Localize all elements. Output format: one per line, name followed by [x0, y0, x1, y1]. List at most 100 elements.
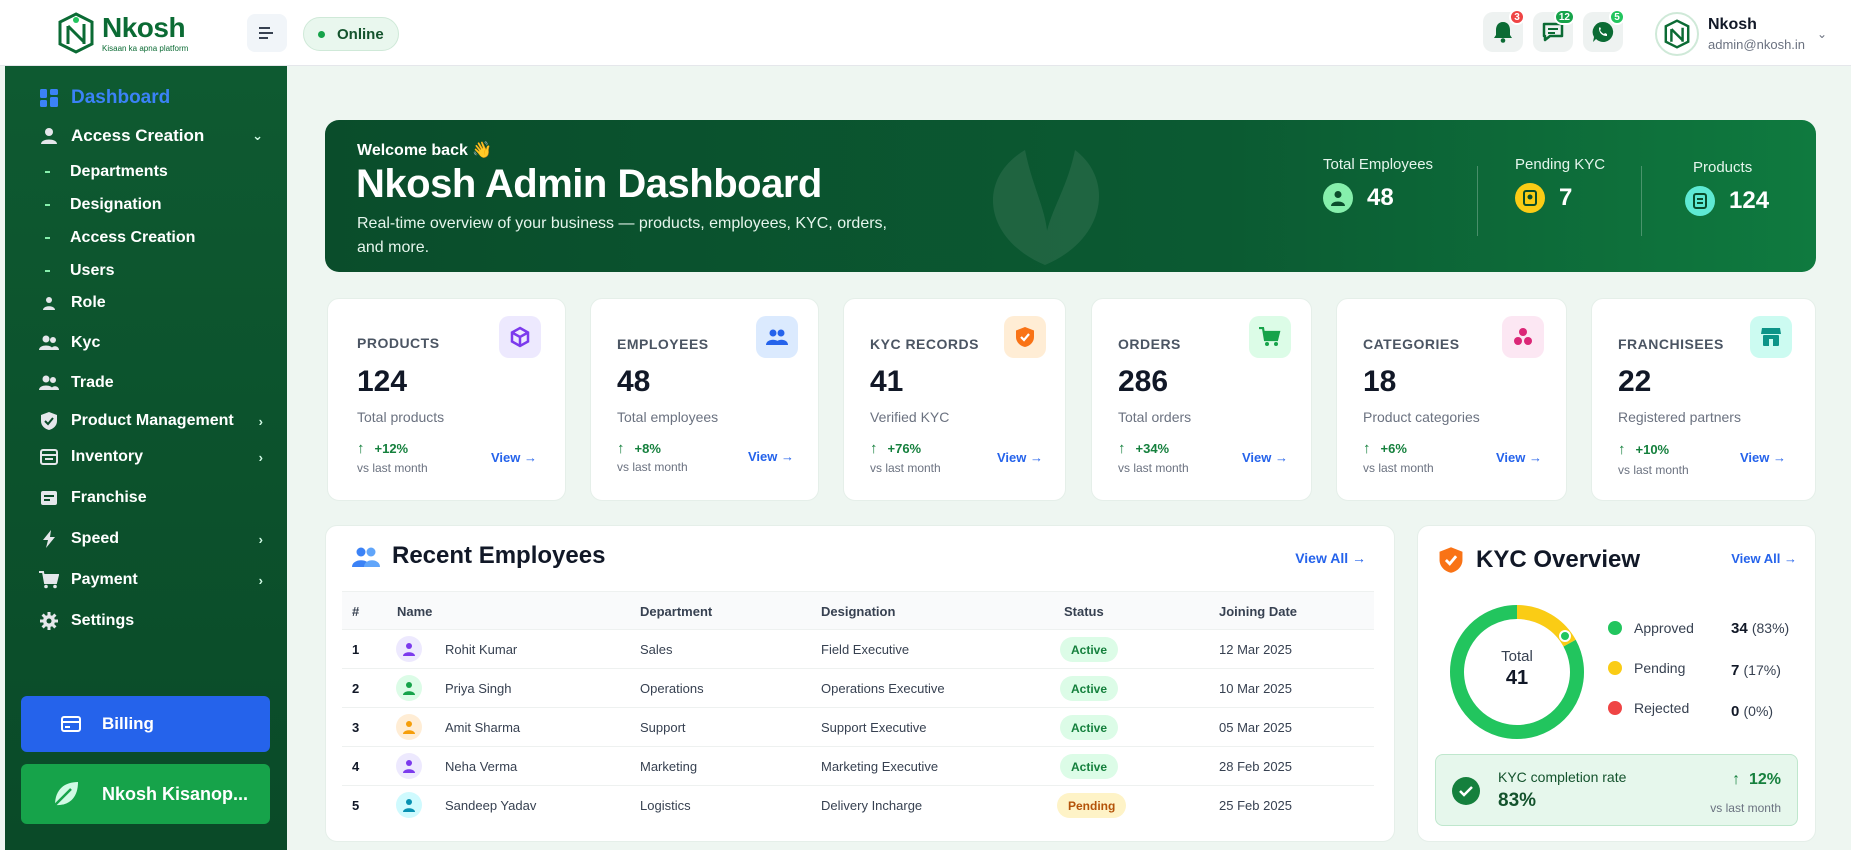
legend-pct: (0%): [1743, 703, 1774, 719]
card-growth: ↑ +10%: [1618, 441, 1669, 458]
view-all-label: View All: [1295, 550, 1349, 566]
sidebar-item-kyc[interactable]: Kyc: [5, 325, 287, 361]
chat-icon: [1542, 22, 1564, 42]
store-icon: [1750, 316, 1792, 358]
table-row[interactable]: 3 Amit Sharma Support Support Executive …: [342, 707, 1374, 746]
card-growth: ↑ +76%: [870, 440, 921, 457]
card-compare: vs last month: [1118, 461, 1189, 475]
card-view-link[interactable]: View →: [1242, 450, 1288, 465]
logo-icon: [1664, 19, 1690, 49]
employee-department: Operations: [640, 681, 704, 696]
rate-compare: vs last month: [1710, 801, 1781, 815]
sidebar-item-settings[interactable]: Settings: [5, 603, 287, 639]
check-circle-icon: [1452, 777, 1480, 805]
kyc-donut-chart: [1450, 605, 1584, 739]
messages-button[interactable]: 12: [1533, 9, 1575, 52]
divider: [1477, 166, 1478, 236]
table-row[interactable]: 1 Rohit Kumar Sales Field Executive Acti…: [342, 629, 1374, 668]
sidebar-item-speed[interactable]: Speed ›: [5, 521, 287, 557]
legend-dot: [1608, 661, 1622, 675]
arrow-right-icon: →: [781, 449, 795, 464]
card-growth: ↑ +8%: [617, 440, 661, 457]
card-view-link[interactable]: View →: [748, 449, 794, 464]
chevron-down-icon: ⌄: [252, 128, 263, 143]
sidebar-subitem-users[interactable]: Users: [5, 256, 287, 286]
sidebar-item-product-management[interactable]: Product Management ›: [5, 403, 287, 439]
employee-department: Support: [640, 720, 686, 735]
card-view-link[interactable]: View →: [1740, 450, 1786, 465]
bolt-icon: [39, 529, 59, 549]
sidebar-item-franchise[interactable]: Franchise: [5, 480, 287, 516]
people-icon: [756, 316, 798, 358]
donut-marker: [1559, 630, 1571, 642]
chevron-right-icon: ›: [258, 413, 263, 429]
joining-date: 12 Mar 2025: [1219, 642, 1292, 657]
card-title: FRANCHISEES: [1618, 336, 1724, 352]
sidebar-item-payment[interactable]: Payment ›: [5, 562, 287, 598]
arrow-up-icon: ↑: [1618, 441, 1626, 458]
billing-button[interactable]: Billing: [21, 696, 270, 752]
card-view-link[interactable]: View →: [491, 450, 537, 465]
sidebar-subitem-designation[interactable]: Designation: [5, 190, 287, 220]
employee-name: Priya Singh: [445, 681, 512, 696]
view-all-link[interactable]: View All →: [1295, 550, 1366, 566]
table-row[interactable]: 2 Priya Singh Operations Operations Exec…: [342, 668, 1374, 707]
sidebar-subitem-departments[interactable]: Departments: [5, 157, 287, 187]
stat-card-franchisees[interactable]: FRANCHISEES 22 Registered partners ↑ +10%…: [1591, 298, 1816, 501]
card-growth-value: +34%: [1135, 441, 1170, 456]
shield-check-icon: [1439, 547, 1463, 573]
sidebar-item-access-creation[interactable]: Access Creation ⌄: [5, 118, 287, 154]
column-header: Department: [640, 604, 713, 619]
card-value: 124: [357, 365, 408, 398]
card-compare: vs last month: [1618, 463, 1689, 477]
stat-card-categories[interactable]: CATEGORIES 18 Product categories ↑ +6% vs…: [1336, 298, 1567, 501]
stat-card-orders[interactable]: ORDERS 286 Total orders ↑ +34% vs last mo…: [1091, 298, 1312, 501]
card-title: PRODUCTS: [357, 335, 440, 351]
chevron-right-icon: ›: [258, 531, 263, 547]
sidebar-toggle-button[interactable]: [247, 14, 287, 52]
arrow-up-icon: ↑: [617, 440, 625, 457]
user-name: Nkosh: [1708, 16, 1757, 33]
row-number: 4: [352, 759, 360, 774]
sidebar-item-label: Trade: [71, 374, 114, 391]
sidebar-item-trade[interactable]: Trade: [5, 365, 287, 401]
status-badge: Active: [1060, 754, 1119, 779]
chevron-right-icon: ›: [258, 572, 263, 588]
sidebar-item-role[interactable]: Role: [5, 285, 287, 321]
kyc-completion-rate: KYC completion rate 83% ↑ 12% vs last mo…: [1435, 754, 1798, 826]
donut-center: Total 41: [1447, 648, 1587, 690]
whatsapp-button[interactable]: 5: [1583, 9, 1625, 52]
divider: [1641, 166, 1642, 236]
card-growth: ↑ +12%: [357, 440, 408, 457]
stat-card-products[interactable]: PRODUCTS 124 Total products ↑ +12% vs las…: [327, 298, 566, 501]
card-view-link[interactable]: View →: [1496, 450, 1542, 465]
user-icon: [39, 126, 59, 146]
welcome-text: Welcome back 👋: [357, 142, 493, 159]
nkosh-kisan-button[interactable]: Nkosh Kisanop...: [21, 764, 270, 824]
table-row[interactable]: 5 Sandeep Yadav Logistics Delivery Incha…: [342, 785, 1374, 824]
online-status-badge[interactable]: Online: [303, 17, 399, 51]
stat-card-employees[interactable]: EMPLOYEES 48 Total employees ↑ +8% vs las…: [590, 298, 819, 501]
view-all-link[interactable]: View All →: [1731, 551, 1797, 566]
brand-logo[interactable]: Nkosh Kisaan ka apna platform: [56, 12, 188, 54]
sidebar-subitem-access-creation[interactable]: Access Creation: [5, 223, 287, 253]
sidebar-item-inventory[interactable]: Inventory ›: [5, 439, 287, 475]
legend-dot: [1608, 701, 1622, 715]
legend-pct: (17%): [1743, 662, 1781, 678]
status-badge: Active: [1060, 637, 1119, 662]
employee-name: Neha Verma: [445, 759, 518, 774]
user-menu[interactable]: Nkosh admin@nkosh.in ⌄: [1655, 12, 1827, 56]
card-growth: ↑ +34%: [1118, 440, 1169, 457]
card-value: 41: [870, 365, 904, 398]
sidebar-item-dashboard[interactable]: Dashboard: [5, 80, 287, 116]
stat-card-kyc-records[interactable]: KYC RECORDS 41 Verified KYC ↑ +76% vs las…: [843, 298, 1066, 501]
card-view-link[interactable]: View →: [997, 450, 1043, 465]
card-subtitle: Total orders: [1118, 409, 1192, 425]
row-number: 5: [352, 798, 360, 813]
legend-dot: [1608, 621, 1622, 635]
table-row[interactable]: 4 Neha Verma Marketing Marketing Executi…: [342, 746, 1374, 785]
logo-icon: [58, 12, 94, 54]
page-subtitle: Real-time overview of your business — pr…: [357, 215, 887, 256]
notifications-button[interactable]: 3: [1483, 9, 1525, 52]
users-icon: [39, 333, 59, 353]
